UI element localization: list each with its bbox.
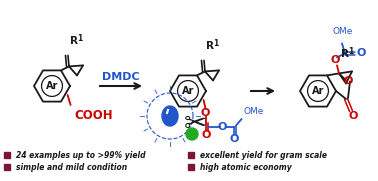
Text: R: R [70, 36, 78, 46]
Text: O: O [202, 130, 211, 140]
Text: ✂: ✂ [183, 110, 207, 138]
Text: Ar: Ar [182, 86, 194, 96]
Text: O: O [230, 134, 239, 144]
Text: OMe: OMe [243, 107, 264, 116]
Text: O: O [330, 55, 340, 65]
Bar [4, 152, 9, 158]
Text: O: O [218, 122, 227, 132]
Text: O: O [356, 48, 366, 58]
Text: Ar: Ar [312, 86, 324, 96]
Bar [4, 164, 9, 170]
Text: 1: 1 [213, 39, 218, 48]
Text: O: O [348, 111, 358, 121]
Text: hv: hv [188, 132, 196, 136]
Text: DMDC: DMDC [102, 72, 140, 82]
Bar [188, 164, 194, 170]
Text: R: R [206, 41, 214, 51]
Text: Ar: Ar [46, 81, 58, 91]
Text: R: R [341, 49, 349, 59]
Text: 1: 1 [348, 47, 353, 56]
Circle shape [186, 128, 198, 140]
Text: O: O [343, 76, 353, 86]
Text: excellent yield for gram scale: excellent yield for gram scale [200, 150, 327, 159]
Text: high atomic economy: high atomic economy [200, 163, 292, 172]
Bar [188, 152, 194, 158]
Text: 1: 1 [77, 34, 82, 43]
Text: OMe: OMe [333, 27, 353, 36]
Text: simple and mild condition: simple and mild condition [16, 163, 127, 172]
Text: COOH: COOH [74, 109, 113, 122]
Ellipse shape [162, 106, 178, 126]
Text: O: O [201, 108, 210, 118]
Text: 24 examples up to >99% yield: 24 examples up to >99% yield [16, 150, 146, 159]
